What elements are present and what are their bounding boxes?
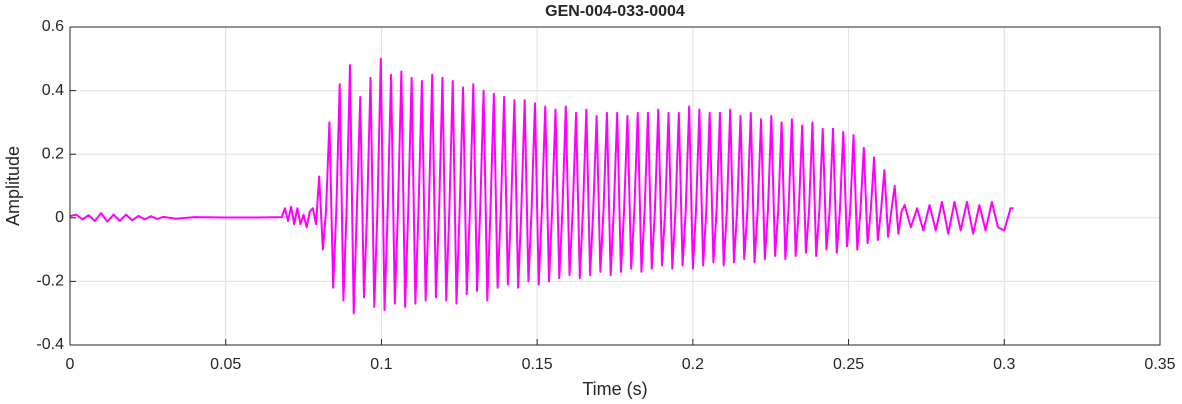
x-tick-label: 0.05 bbox=[210, 356, 241, 373]
y-tick-label: 0.4 bbox=[42, 82, 64, 99]
axes-box bbox=[69, 26, 1161, 346]
x-tick-label: 0 bbox=[66, 356, 75, 373]
y-tick-label: -0.4 bbox=[36, 336, 64, 353]
y-axis-label: Amplitude bbox=[3, 146, 23, 226]
x-tick-label: 0.15 bbox=[522, 356, 553, 373]
x-tick-label: 0.35 bbox=[1144, 356, 1175, 373]
y-tick-label: 0.6 bbox=[42, 18, 64, 35]
waveform-line bbox=[69, 57, 1014, 315]
plot bbox=[69, 57, 1014, 315]
y-tick-label: 0 bbox=[55, 209, 64, 226]
x-tick-label: 0.1 bbox=[370, 356, 392, 373]
y-tick-label: 0.2 bbox=[42, 145, 64, 162]
y-tick-label: -0.2 bbox=[36, 273, 64, 290]
chart-title: GEN-004-033-0004 bbox=[545, 3, 685, 20]
x-axis-label: Time (s) bbox=[582, 379, 647, 399]
x-tick-label: 0.2 bbox=[682, 356, 704, 373]
x-tick-label: 0.3 bbox=[993, 356, 1015, 373]
x-tick-label: 0.25 bbox=[833, 356, 864, 373]
